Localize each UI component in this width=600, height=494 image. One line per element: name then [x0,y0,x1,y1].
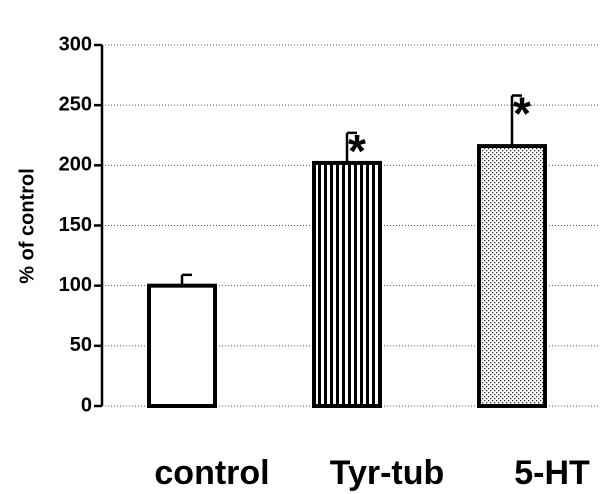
category-label: Tyr-tub [330,454,445,492]
bars: ** [147,88,547,409]
bar-5-ht [477,144,547,409]
bar-tyr-tub [312,160,382,408]
y-tick-label: 300 [59,33,92,55]
bar-control [147,283,217,408]
y-axis-label: % of control [16,168,38,284]
category-label: control [154,454,269,492]
y-tick-label: 0 [81,394,92,416]
significance-marker: * [513,88,531,140]
y-tick-label: 50 [70,334,92,356]
significance-marker: * [348,125,366,177]
y-tick-label: 100 [59,274,92,296]
category-labels: control Tyr-tub 5-HT [154,454,590,492]
y-tick-label: 250 [59,93,92,115]
y-tick-label: 150 [59,214,92,236]
y-tick-label: 200 [59,154,92,176]
category-label: 5-HT [514,454,590,492]
y-axis: 0 50 100 150 200 250 300 [59,33,104,416]
